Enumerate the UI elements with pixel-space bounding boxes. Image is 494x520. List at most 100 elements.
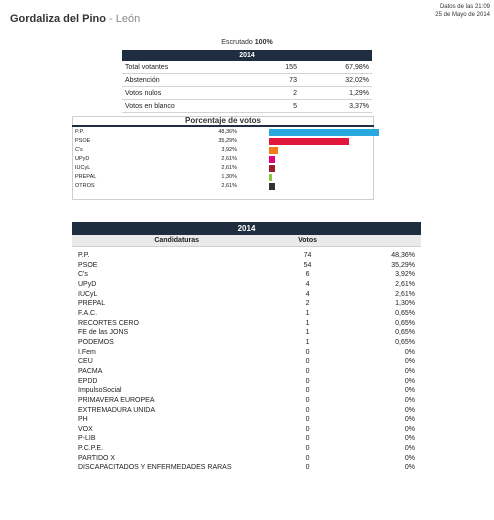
result-party: F.A.C. (78, 309, 98, 317)
scrutiny-value: 100% (254, 39, 273, 46)
result-party: P-LIB (78, 435, 96, 443)
result-row: PRIMAVERA EUROPEA 0 0% (72, 396, 421, 406)
result-row: RECORTES CERO 1 0,65% (72, 319, 421, 329)
summary-year-header: 2014 (122, 50, 372, 61)
result-row: IUCyL 4 2,61% (72, 290, 421, 300)
result-votes: 0 (305, 358, 310, 366)
result-party: P.P. (78, 252, 90, 259)
result-votes: 4 (305, 290, 310, 298)
summary-row: Votos en blanco 5 3,37% (122, 99, 372, 113)
result-party: IUCyL (78, 290, 98, 298)
result-pct: 0% (404, 435, 415, 443)
result-pct: 0% (404, 387, 415, 395)
result-party: UPyD (78, 280, 97, 288)
result-votes: 2 (305, 300, 310, 308)
vote-share-pct: 2,61% (221, 156, 237, 162)
result-votes: 4 (305, 280, 310, 288)
update-date: 25 de Mayo de 2014 (435, 11, 490, 18)
result-pct: 0% (404, 367, 415, 375)
result-pct: 0,65% (395, 309, 415, 317)
result-party: P.C.P.E. (78, 445, 104, 453)
summary-label: Abstención (122, 73, 258, 87)
vote-share-bar (269, 138, 350, 145)
result-party: I.Fem (78, 348, 96, 356)
vote-share-bar (269, 174, 272, 181)
result-votes: 0 (305, 464, 310, 472)
result-row: PODEMOS 1 0,65% (72, 338, 421, 348)
result-pct: 2,61% (395, 290, 415, 298)
vote-share-title: Porcentaje de votos (184, 116, 262, 125)
result-votes: 0 (305, 425, 310, 433)
vote-share-pct: 2,61% (221, 183, 237, 189)
vote-share-panel (72, 116, 374, 200)
result-party: PODEMOS (78, 338, 114, 346)
result-pct: 0,65% (395, 319, 415, 327)
result-row: ImpulsoSocial 0 0% (72, 386, 421, 396)
vote-share-pct: 48,36% (218, 129, 237, 135)
result-votes: 0 (305, 416, 310, 424)
vote-share-row: PSOE 35,29% (75, 137, 370, 146)
result-party: C's (78, 271, 88, 279)
result-row: VOX 0 0% (72, 425, 421, 435)
vote-share-pct: 1,30% (221, 174, 237, 180)
result-row: C's 6 3,92% (72, 270, 421, 280)
result-votes: 0 (305, 406, 310, 414)
result-pct: 0% (404, 464, 415, 472)
result-row: DISCAPACITADOS Y ENFERMEDADES RARAS 0 0% (72, 463, 421, 473)
result-pct: 0% (404, 416, 415, 424)
summary-label: Votos en blanco (122, 99, 258, 113)
result-votes: 0 (305, 377, 310, 385)
result-party: PRIMAVERA EUROPEA (78, 396, 155, 404)
result-party: VOX (78, 425, 93, 433)
result-votes: 0 (305, 348, 310, 356)
vote-share-party: PREPAL (75, 174, 97, 180)
result-pct: 2,61% (395, 280, 415, 288)
result-votes: 54 (303, 261, 312, 269)
vote-share-row: P.P. 48,36% (75, 128, 379, 137)
result-votes: 0 (305, 387, 310, 395)
result-row: EPDD 0 0% (72, 377, 421, 387)
result-row: I.Fem 0 0% (72, 348, 421, 358)
vote-share-party: IUCyL (75, 165, 91, 171)
vote-share-party: P.P. (75, 129, 84, 135)
summary-label: Total votantes (122, 61, 258, 74)
col-header-party: Candidaturas (72, 235, 282, 247)
result-pct: 0% (404, 406, 415, 414)
result-party: PSOE (78, 261, 98, 269)
municipality-name: Gordaliza del Pino (10, 13, 106, 25)
result-votes: 6 (305, 271, 310, 279)
results-year-header: 2014 (72, 222, 421, 235)
result-pct: 0% (404, 348, 415, 356)
result-votes: 74 (303, 252, 312, 259)
summary-pct: 32,02% (299, 73, 372, 87)
result-pct: 35,29% (391, 261, 415, 269)
result-votes: 1 (305, 309, 310, 317)
vote-share-row: UPyD 2,61% (75, 155, 370, 164)
result-pct: 48,36% (391, 252, 415, 259)
vote-share-bar (269, 147, 278, 154)
turnout-summary-table: 2014 Total votantes 155 67,98% Abstención 73… (122, 50, 372, 113)
summary-pct: 1,29% (299, 86, 372, 100)
vote-share-title-rule (72, 125, 374, 127)
summary-value: 2 (257, 86, 300, 100)
result-row: FE de las JONS 1 0,65% (72, 328, 421, 338)
result-votes: 0 (305, 454, 310, 462)
result-party: DISCAPACITADOS Y ENFERMEDADES RARAS (78, 464, 232, 472)
col-header-votes: Votos (281, 235, 334, 247)
vote-share-pct: 35,29% (218, 138, 237, 144)
result-row: CEU 0 0% (72, 357, 421, 367)
result-party: PH (78, 416, 88, 424)
result-party: EXTREMADURA UNIDA (78, 406, 156, 414)
vote-share-pct: 3,92% (221, 147, 237, 153)
result-pct: 0% (404, 425, 415, 433)
scrutiny-label: Escrutado (221, 39, 253, 46)
result-row: PH 0 0% (72, 415, 421, 425)
result-party: CEU (78, 358, 93, 366)
result-pct: 1,30% (395, 300, 415, 308)
result-party: EPDD (78, 377, 98, 385)
summary-value: 73 (257, 73, 300, 87)
vote-share-bar (269, 183, 275, 190)
summary-row: Votos nulos 2 1,29% (122, 86, 372, 100)
province-name: - León (109, 13, 141, 25)
summary-label: Votos nulos (122, 86, 258, 100)
